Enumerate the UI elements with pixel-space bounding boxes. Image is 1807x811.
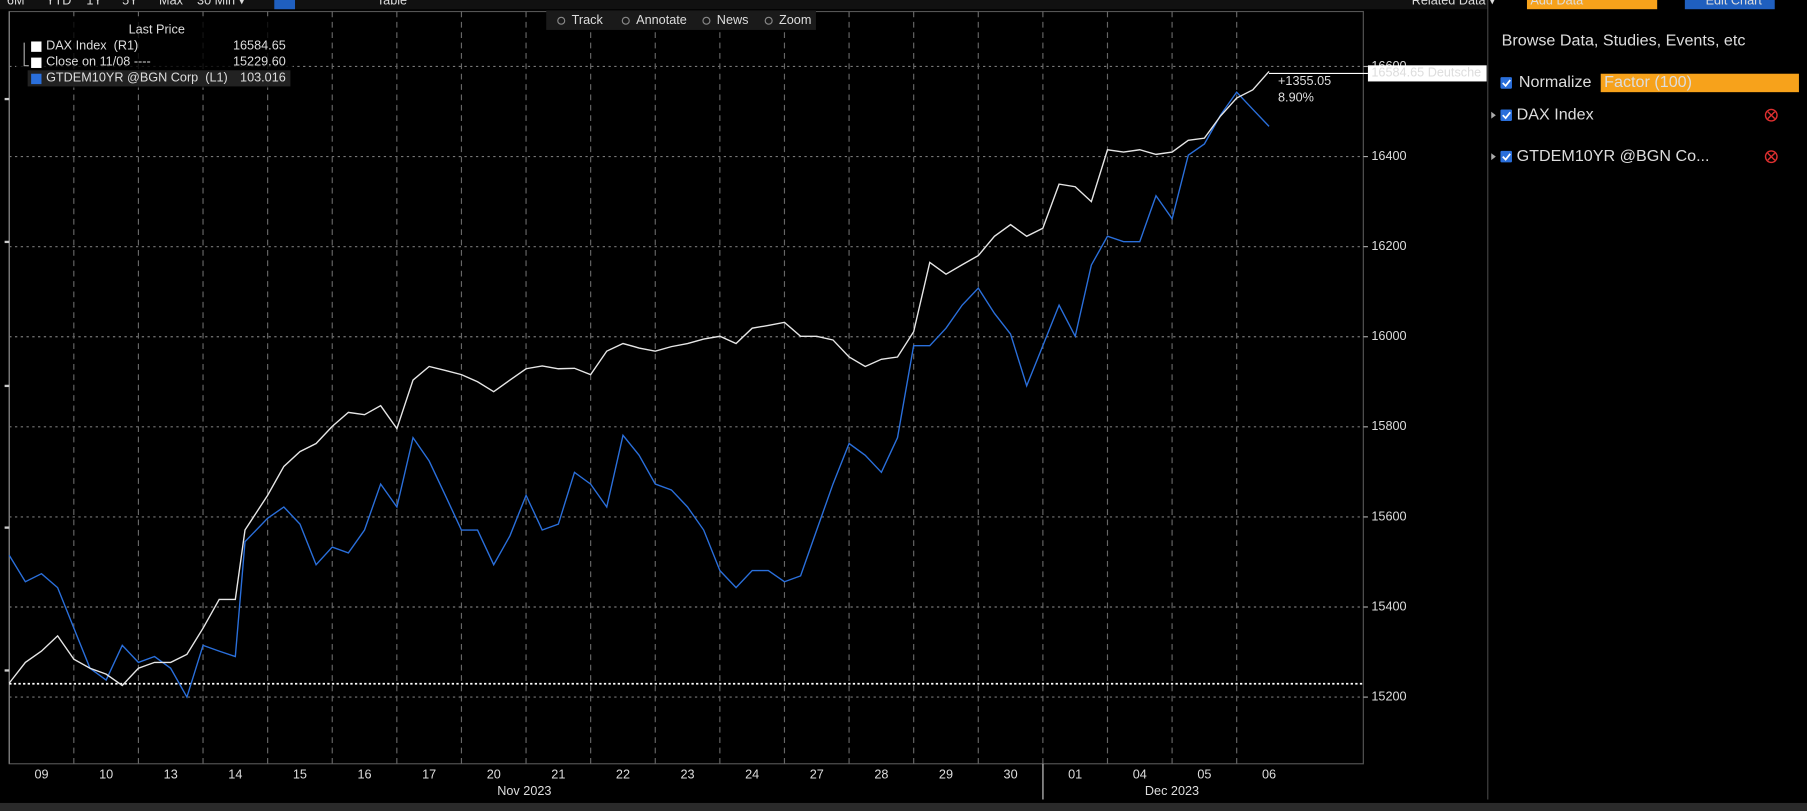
checkmark <box>1502 111 1511 120</box>
legend-label: Close on 11/08 ---- <box>46 55 151 69</box>
toolbar-button[interactable]: 1Y <box>86 0 102 7</box>
x-tick-label: 10 <box>99 768 113 782</box>
toolbar-button[interactable]: YTD <box>46 0 71 7</box>
chart-tool[interactable]: Zoom <box>779 13 811 27</box>
x-tick-label: 23 <box>681 768 695 782</box>
sidebar-item[interactable]: GTDEM10YR @BGN Co... <box>1517 147 1710 165</box>
checkbox[interactable] <box>1500 150 1512 163</box>
remove-icon[interactable] <box>1764 108 1778 122</box>
icon-button[interactable] <box>274 0 296 10</box>
x-tick-label: 01 <box>1068 768 1082 782</box>
legend-title: Last Price <box>129 22 185 36</box>
x-tick-label: 16 <box>358 768 372 782</box>
input[interactable] <box>1526 0 1658 10</box>
y-tick-label: 15800 <box>1371 419 1406 433</box>
x-tick-label: 20 <box>487 768 501 782</box>
last-price-label: 16584.65 Deutsche <box>1371 66 1481 80</box>
legend-label: DAX Index (R1) <box>46 38 138 52</box>
remove-icon[interactable] <box>1764 150 1778 164</box>
tool-icon <box>557 16 566 25</box>
x-tick-label: 15 <box>293 768 307 782</box>
toolbar-button[interactable]: 30 Min ▾ <box>197 0 246 7</box>
checkmark <box>1502 79 1511 88</box>
button[interactable] <box>1684 0 1775 10</box>
x-tick-label: 13 <box>164 768 178 782</box>
legend-highlight <box>27 70 291 87</box>
factor-value: Factor (100) <box>1604 73 1692 91</box>
toolbar-button[interactable]: 5Y <box>122 0 138 7</box>
y-tick-label: 15400 <box>1371 599 1406 613</box>
chart-toolbar <box>546 10 816 30</box>
x-tick-label: 17 <box>422 768 436 782</box>
series-line <box>8 70 1270 687</box>
factor-input[interactable] <box>1600 73 1799 93</box>
month-label: Nov 2023 <box>497 784 551 798</box>
legend-bracket <box>23 42 29 67</box>
legend-value: 15229.60 <box>233 55 286 69</box>
legend-swatch <box>31 41 42 52</box>
chart-tool[interactable]: Track <box>572 13 604 27</box>
month-label: Dec 2023 <box>1145 784 1199 798</box>
toolbar <box>0 0 1488 10</box>
legend-swatch <box>31 73 42 85</box>
x-tick-label: 09 <box>34 768 48 782</box>
x-tick-label: 22 <box>616 768 630 782</box>
x-tick-label: 30 <box>1004 768 1018 782</box>
expand-arrow[interactable] <box>1491 153 1496 161</box>
y-tick-label: 16400 <box>1371 149 1406 163</box>
x-tick-label: 21 <box>551 768 565 782</box>
tool-icon <box>621 16 630 25</box>
remove-cross <box>1767 152 1776 161</box>
chart-tool[interactable]: News <box>717 13 749 27</box>
sidebar-item[interactable]: DAX Index <box>1517 105 1594 123</box>
checkbox[interactable] <box>1500 77 1512 89</box>
normalize-label: Normalize <box>1519 73 1592 91</box>
expand-arrow[interactable] <box>1491 111 1496 119</box>
x-tick-label: 24 <box>745 768 759 782</box>
toolbar-button[interactable]: Table <box>377 0 407 7</box>
x-tick-label: 06 <box>1262 768 1276 782</box>
x-tick-label: 27 <box>810 768 824 782</box>
legend-value: 103.016 <box>240 71 286 85</box>
plot-area <box>8 10 1364 765</box>
change-label: +1355.05 <box>1278 74 1331 88</box>
legend-label: GTDEM10YR @BGN Corp (L1) <box>46 71 228 85</box>
last-price-box <box>1367 65 1487 82</box>
toolbar-button[interactable]: Related Data ▾ <box>1412 0 1496 7</box>
x-tick-label: 29 <box>939 768 953 782</box>
x-tick-label: 04 <box>1133 768 1147 782</box>
y-tick-label: 15200 <box>1371 689 1406 703</box>
remove-cross <box>1767 111 1776 120</box>
x-tick-label: 28 <box>874 768 888 782</box>
legend-value: 16584.65 <box>233 38 286 52</box>
y-tick-label: 15600 <box>1371 509 1406 523</box>
change-pct-label: 8.90% <box>1278 90 1314 104</box>
y-tick-label: 16000 <box>1371 329 1406 343</box>
series-line <box>8 91 1270 699</box>
checkbox[interactable] <box>1500 109 1512 121</box>
checkmark <box>1502 153 1511 161</box>
toolbar-button[interactable]: Max <box>159 0 184 7</box>
x-tick-label: 14 <box>228 768 242 782</box>
input-placeholder: Add Data <box>1530 0 1584 7</box>
status-bar <box>0 802 1807 811</box>
chart-tool[interactable]: Annotate <box>636 13 687 27</box>
tool-icon <box>702 16 711 25</box>
toolbar-button[interactable]: 6M <box>7 0 25 7</box>
x-tick-label: 05 <box>1197 768 1211 782</box>
tool-icon <box>764 16 773 25</box>
sidebar-title: Browse Data, Studies, Events, etc <box>1502 32 1746 50</box>
y-tick-label: 16200 <box>1371 239 1406 253</box>
button-label[interactable]: Edit Chart <box>1706 0 1763 7</box>
legend-swatch <box>31 57 42 68</box>
